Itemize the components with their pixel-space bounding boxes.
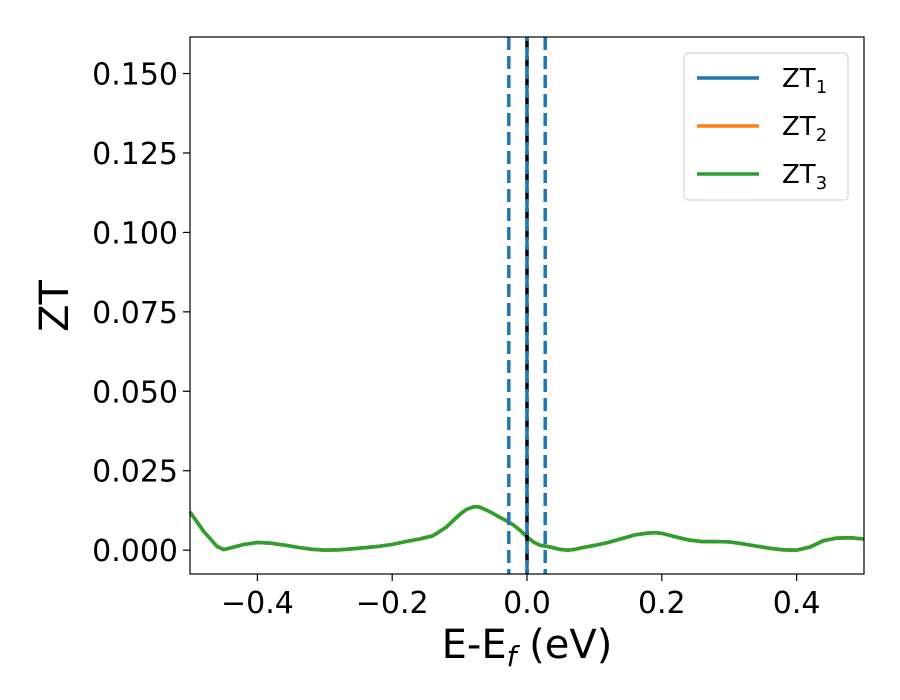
x-tick-label: 0.2 [638, 586, 686, 621]
x-axis-ticks: −0.4 −0.2 0.0 0.2 0.4 [221, 574, 820, 621]
legend: ZT1 ZT2 ZT3 [683, 52, 849, 201]
y-tick-label: 0.050 [92, 375, 178, 410]
x-tick-label: 0.4 [773, 586, 821, 621]
y-tick-label: 0.125 [92, 137, 178, 172]
x-tick-label: −0.2 [356, 586, 429, 621]
x-axis-label: E-Ef (eV) [442, 622, 613, 673]
y-axis-label: ZT [32, 280, 78, 332]
legend-label-2: ZT2 [782, 112, 827, 146]
y-tick-label: 0.075 [92, 296, 178, 331]
reference-lines [507, 37, 547, 574]
y-tick-label: 0.150 [92, 58, 178, 93]
legend-box [683, 52, 849, 201]
plot-area [188, 504, 865, 552]
x-axis-label-main: E-E [442, 622, 507, 668]
y-tick-label: 0.025 [92, 455, 178, 490]
y-axis-ticks: 0.000 0.025 0.050 0.075 0.100 0.125 0.150 [92, 58, 190, 569]
x-tick-label: 0.0 [503, 586, 551, 621]
x-axis-label-unit: (eV) [516, 622, 612, 668]
legend-label-1: ZT1 [782, 64, 827, 98]
x-tick-label: −0.4 [221, 586, 294, 621]
legend-label-3: ZT3 [782, 160, 827, 194]
series-line-3 [188, 504, 865, 552]
y-tick-label: 0.000 [92, 534, 178, 569]
y-tick-label: 0.100 [92, 216, 178, 251]
